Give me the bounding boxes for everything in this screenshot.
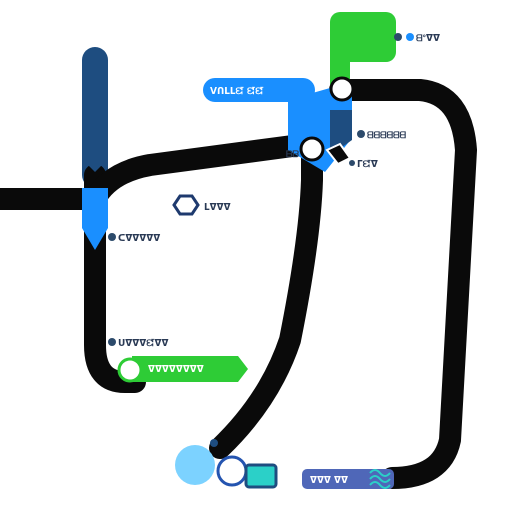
node-small-descent	[210, 439, 218, 447]
label-left-mid: ᑕᐁᐁᐁᐁᐁ	[118, 234, 160, 244]
dot-top-right-2	[406, 33, 414, 41]
dot-left-mid	[108, 233, 116, 241]
route-east-loop	[329, 79, 477, 489]
station-bottom-light[interactable]	[175, 445, 215, 485]
junction-arrow-icon	[325, 142, 352, 166]
route-center-descent	[209, 139, 323, 459]
navy-left-marker	[86, 163, 104, 172]
label-left-low: ᑌᐁᐁᐁᘿᐁᐁ	[118, 337, 168, 349]
route-diagonal	[84, 134, 311, 210]
bottom-tag-wave-icon	[369, 469, 391, 489]
green-terminal-block	[330, 12, 396, 62]
blue-left-pointer	[82, 228, 108, 250]
green-banner-label: ᐁᐁᐁᐁᐁᐁᐁᐁ	[148, 365, 204, 375]
station-bottom-ring[interactable]	[216, 455, 248, 487]
blue-banner-bg	[203, 78, 315, 102]
navy-junction-tab	[330, 110, 352, 150]
green-banner-bg	[132, 356, 248, 382]
dot-top-right	[394, 33, 402, 41]
bottom-teal-card	[244, 463, 278, 489]
label-junction-small: ᗷᗷ	[286, 149, 299, 160]
station-left-loop[interactable]	[117, 357, 143, 383]
dot-mid-right-low	[349, 160, 355, 166]
dot-mid-right	[357, 130, 365, 138]
dot-left-low	[108, 338, 116, 346]
black-routes	[0, 79, 477, 489]
station-top-junction[interactable]	[329, 76, 355, 102]
label-top-right: ᗺᐤᐁᐁ	[416, 33, 440, 44]
label-center: ᒪᐁᐁᐁ	[204, 203, 231, 213]
blue-left-segment	[82, 188, 108, 228]
blue-banner-label: ᐯᑎᒪᒪᘿ ᘿᘿ	[210, 85, 264, 97]
bottom-tag-label: ᐁᐁᐁ ᐁᐁ	[310, 476, 348, 486]
label-mid-right-low: ᒥᘿᐁ	[357, 158, 378, 170]
label-mid-right: ᗺᗺᗺᗺᗺᗺ	[367, 130, 406, 141]
route-left-loop	[84, 164, 146, 393]
station-blue-junction[interactable]	[299, 136, 325, 162]
hexagon-marker-icon	[172, 194, 200, 216]
